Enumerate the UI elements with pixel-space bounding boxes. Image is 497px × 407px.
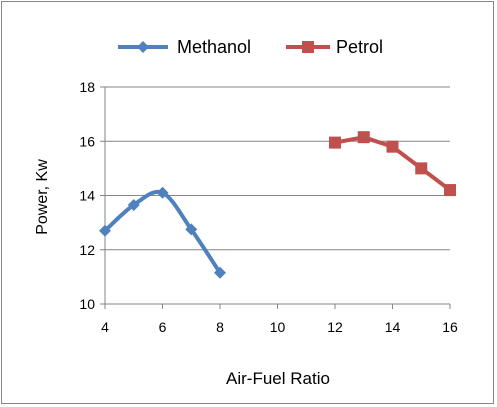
legend-item-methanol: Methanol — [118, 37, 251, 57]
y-tick-label: 16 — [79, 133, 95, 149]
series-line — [103, 189, 222, 275]
x-tick-label: 14 — [385, 319, 401, 335]
x-tick-label: 12 — [327, 319, 343, 335]
series-methanol — [99, 186, 226, 279]
data-point — [214, 266, 226, 279]
data-point — [99, 224, 111, 237]
legend-label: Methanol — [177, 37, 251, 57]
gridlines — [105, 86, 450, 305]
axes — [100, 86, 451, 309]
data-point — [329, 136, 341, 149]
legend-label: Petrol — [336, 37, 383, 57]
legend-marker — [137, 41, 149, 53]
data-point — [156, 186, 169, 199]
tick-labels: 10 12 14 16 18 4 6 8 10 12 14 16 — [79, 79, 458, 335]
data-point — [185, 223, 198, 236]
data-point — [127, 198, 140, 211]
x-axis-title: Air-Fuel Ratio — [226, 369, 330, 388]
x-tick-label: 8 — [216, 319, 224, 335]
x-tick-label: 4 — [101, 319, 109, 335]
data-point — [357, 131, 370, 144]
data-point — [415, 162, 428, 175]
series-layer — [99, 131, 456, 279]
data-point — [444, 184, 456, 197]
x-tick-label: 10 — [270, 319, 286, 335]
x-tick-label: 6 — [159, 319, 167, 335]
data-point — [386, 140, 399, 153]
legend-item-petrol: Petrol — [286, 37, 383, 57]
x-tick-label: 16 — [442, 319, 458, 335]
y-axis-title: Power, Kw — [34, 159, 51, 235]
y-tick-label: 14 — [79, 188, 95, 204]
series-petrol — [329, 131, 456, 197]
legend-marker — [302, 41, 314, 53]
y-tick-label: 18 — [79, 79, 95, 95]
y-tick-label: 10 — [79, 296, 95, 312]
y-tick-label: 12 — [79, 242, 95, 258]
legend: Methanol Petrol — [118, 37, 383, 57]
